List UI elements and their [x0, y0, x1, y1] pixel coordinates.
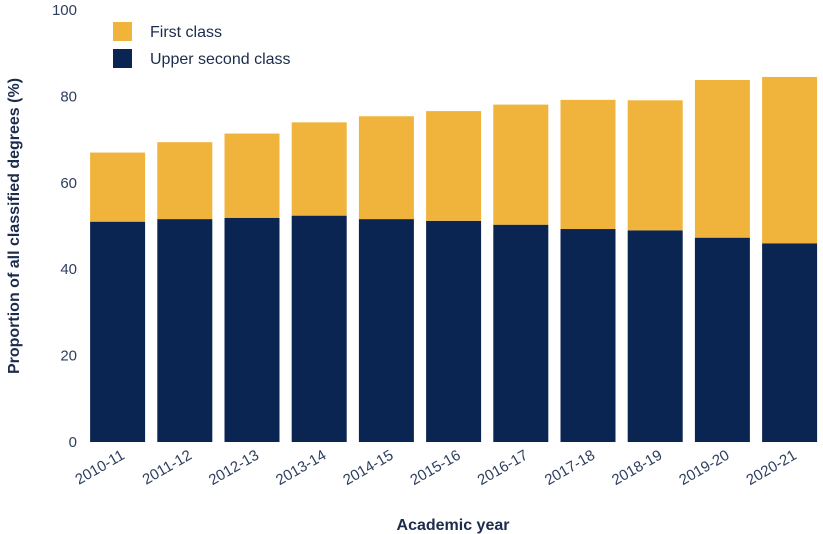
bar-first-class: [358, 116, 414, 220]
bar-upper-second-class: [493, 224, 549, 442]
bar-first-class: [291, 122, 347, 216]
y-axis: 0 20 40 60 80 100: [52, 2, 77, 451]
y-tick-label: 0: [69, 434, 77, 451]
x-tick-label: 2019-20: [676, 447, 732, 489]
bar-first-class: [426, 111, 482, 221]
bar-upper-second-class: [762, 243, 818, 442]
x-tick-label: 2015-16: [407, 447, 463, 489]
bar-upper-second-class: [358, 219, 414, 442]
legend-swatch: [113, 49, 132, 68]
bar-upper-second-class: [90, 221, 146, 442]
legend-swatch: [113, 22, 132, 41]
y-tick-label: 40: [60, 261, 77, 278]
x-axis: 2010-11 2011-12 2012-13 2013-14 2014-15 2015-…: [72, 447, 799, 489]
x-tick-label: 2017-18: [542, 447, 598, 489]
x-tick-label: 2020-21: [743, 447, 799, 489]
legend: First class Upper second class: [113, 22, 291, 68]
bar-first-class: [90, 152, 146, 222]
x-tick-label: 2013-14: [273, 447, 329, 489]
bar-upper-second-class: [627, 230, 683, 442]
x-tick-label: 2010-11: [72, 447, 127, 489]
legend-label: First class: [150, 24, 222, 41]
bar-first-class: [157, 142, 213, 220]
bar-upper-second-class: [560, 229, 616, 442]
x-tick-label: 2014-15: [340, 447, 396, 489]
x-tick-label: 2018-19: [609, 447, 665, 489]
bar-first-class: [493, 104, 549, 225]
bar-first-class: [560, 99, 616, 230]
bar-upper-second-class: [157, 219, 213, 442]
x-axis-title: Academic year: [397, 517, 510, 534]
y-tick-label: 20: [60, 348, 77, 365]
y-axis-title: Proportion of all classified degrees (%): [6, 78, 23, 374]
bar-upper-second-class: [694, 237, 750, 442]
bar-first-class: [762, 76, 818, 244]
y-tick-label: 100: [52, 2, 77, 19]
x-tick-label: 2016-17: [475, 447, 531, 489]
legend-label: Upper second class: [150, 51, 291, 68]
bars: [90, 76, 818, 442]
x-tick-label: 2011-12: [140, 447, 195, 489]
x-tick-label: 2012-13: [206, 447, 262, 489]
bar-first-class: [627, 100, 683, 231]
y-tick-label: 80: [60, 88, 77, 105]
y-tick-label: 60: [60, 175, 77, 192]
bar-upper-second-class: [426, 220, 482, 442]
bar-upper-second-class: [291, 215, 347, 442]
bar-upper-second-class: [224, 217, 280, 442]
bar-first-class: [694, 79, 750, 238]
bar-first-class: [224, 133, 280, 218]
